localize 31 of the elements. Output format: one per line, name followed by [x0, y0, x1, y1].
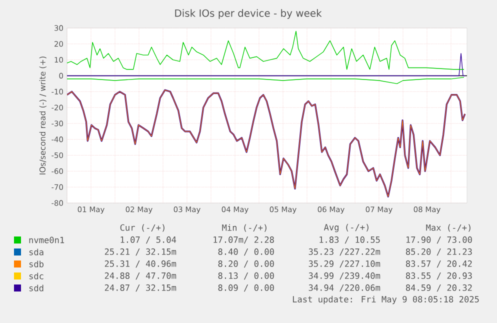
legend-label: sdc — [29, 272, 44, 280]
legend-label: sdb — [29, 260, 44, 268]
text: 83.55 / 20.93 — [406, 272, 472, 280]
text: Cur (-/+) — [120, 224, 164, 232]
text: 24.87 / 32.15m — [104, 284, 176, 292]
text: 35.29 /227.10m — [308, 260, 380, 268]
text: 8.40 / 0.00 — [218, 248, 274, 256]
text: 17.90 / 73.00 — [406, 236, 472, 244]
text: 34.94 /220.06m — [308, 284, 380, 292]
text: 35.23 /227.22m — [308, 248, 380, 256]
text: 84.59 / 20.32 — [406, 284, 472, 292]
text: 25.31 / 40.96m — [104, 260, 176, 268]
text: Last update: Fri May 9 08:05:18 2025 — [292, 296, 479, 304]
text: 1.07 / 5.04 — [120, 236, 176, 244]
legend-label: sdd — [29, 284, 44, 292]
text: Max (-/+) — [426, 224, 470, 232]
legend-label: sda — [29, 248, 44, 256]
text: Min (-/+) — [222, 224, 266, 232]
legend-label: nvme0n1 — [29, 236, 64, 244]
text: 34.99 /239.40m — [308, 272, 380, 280]
text: 85.20 / 21.23 — [406, 248, 472, 256]
text: Avg (-/+) — [324, 224, 368, 232]
text: 17.07m/ 2.28 — [214, 236, 274, 244]
text: 24.88 / 47.70m — [104, 272, 176, 280]
text: 25.21 / 32.15m — [104, 248, 176, 256]
chart-title: Disk IOs per device - by week — [175, 9, 322, 19]
text: 1.83 / 10.55 — [320, 236, 380, 244]
text: 8.09 / 0.00 — [218, 284, 274, 292]
text: 8.13 / 0.00 — [218, 272, 274, 280]
text: 8.20 / 0.00 — [218, 260, 274, 268]
text: 83.57 / 20.42 — [406, 260, 472, 268]
